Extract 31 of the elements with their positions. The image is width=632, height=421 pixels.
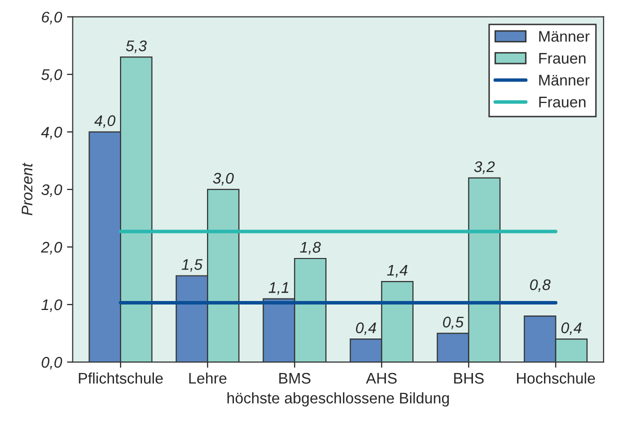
x-tick-label: Lehre [189, 372, 226, 384]
legend-label: Frauen [539, 96, 586, 108]
data-label: 0,5 [443, 316, 464, 330]
y-tick-label: 5,0 [41, 69, 62, 82]
y-tick-label: 6,0 [42, 12, 62, 24]
x-tick-label: BMS [279, 372, 310, 384]
x-tick-label: Hochschule [517, 372, 595, 384]
legend-label: Männer [539, 74, 590, 86]
legend-label: Frauen [539, 53, 586, 64]
x-axis-title: höchste abgeschlossene Bildung [227, 392, 449, 407]
y-tick-label: 0,0 [42, 356, 62, 370]
y-tick-label: 2,0 [40, 242, 62, 254]
data-label: 0,8 [530, 279, 551, 292]
x-tick-label: Pflichtschule [78, 372, 163, 384]
x-tick-label: AHS [366, 372, 397, 384]
data-label: 1,8 [300, 242, 321, 254]
data-label: 3,0 [212, 172, 234, 186]
data-label: 5,3 [126, 40, 147, 54]
y-tick-label: 1,0 [41, 299, 62, 312]
data-label: 3,2 [474, 161, 495, 174]
y-tick-label: 4,0 [41, 126, 62, 140]
data-label: 0,4 [356, 322, 376, 336]
data-label: 1,5 [182, 259, 203, 272]
data-label: 0,4 [561, 322, 582, 336]
data-label: 1,1 [268, 282, 288, 295]
y-tick-label: 3,0 [41, 184, 62, 197]
data-label: 4,0 [94, 115, 116, 128]
x-tick-label: BHS [454, 372, 484, 384]
legend-label: Männer [539, 31, 590, 42]
data-label: 1,4 [387, 265, 408, 278]
y-axis-title: Prozent [22, 162, 32, 216]
